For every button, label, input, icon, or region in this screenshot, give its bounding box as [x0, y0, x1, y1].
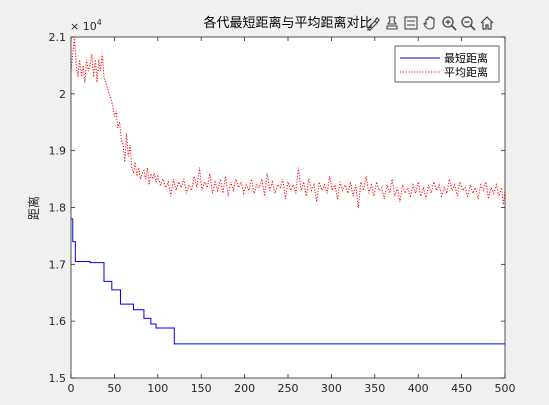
series-line-0: [71, 218, 505, 345]
plot-area: [71, 37, 505, 378]
chart-title: 各代最短距离与平均距离对比: [203, 15, 372, 31]
legend-box: [394, 45, 500, 83]
y-tick-label: 1.6: [49, 315, 67, 328]
legend-icon[interactable]: [402, 13, 420, 33]
y-tick-label: 1.8: [49, 202, 67, 215]
legend-label-0: 最短距离: [444, 51, 488, 65]
series-layer: [70, 36, 506, 345]
y-exponent-power: 4: [97, 18, 102, 27]
x-tick-label: 150: [191, 382, 212, 395]
x-tick-label: 500: [495, 382, 516, 395]
axes-toolbar: [364, 12, 496, 34]
x-tick-label: 50: [107, 382, 121, 395]
y-tick-label: 2.1: [49, 31, 67, 44]
x-tick-label: 400: [408, 382, 429, 395]
y-tick-label: 2: [59, 88, 66, 101]
y-exponent-base: × 10: [70, 20, 97, 33]
x-tick-label: 350: [364, 382, 385, 395]
zoom-out-icon[interactable]: [459, 13, 477, 33]
zoom-in-icon[interactable]: [440, 13, 458, 33]
y-tick-label: 1.7: [49, 258, 67, 271]
y-axis-title: 距离: [26, 196, 41, 220]
y-axis: 1.5 1.6 1.7 1.8 1.9 2 2.1: [49, 31, 505, 385]
x-tick-label: 300: [321, 382, 342, 395]
x-tick-label: 0: [68, 382, 75, 395]
pan-hand-icon[interactable]: [421, 13, 439, 33]
legend-label-1: 平均距离: [444, 65, 488, 79]
brush-icon[interactable]: [364, 13, 382, 33]
x-tick-label: 100: [147, 382, 168, 395]
y-tick-label: 1.5: [49, 372, 67, 385]
x-tick-label: 250: [278, 382, 299, 395]
y-tick-label: 1.9: [49, 145, 67, 158]
y-exponent-label: × 104: [70, 18, 102, 33]
x-tick-label: 450: [451, 382, 472, 395]
data-cursor-icon[interactable]: [383, 13, 401, 33]
x-axis: 0 50 100 150 200 250 300 350 400 450 500: [68, 37, 516, 395]
home-icon[interactable]: [478, 13, 496, 33]
x-tick-label: 200: [234, 382, 255, 395]
